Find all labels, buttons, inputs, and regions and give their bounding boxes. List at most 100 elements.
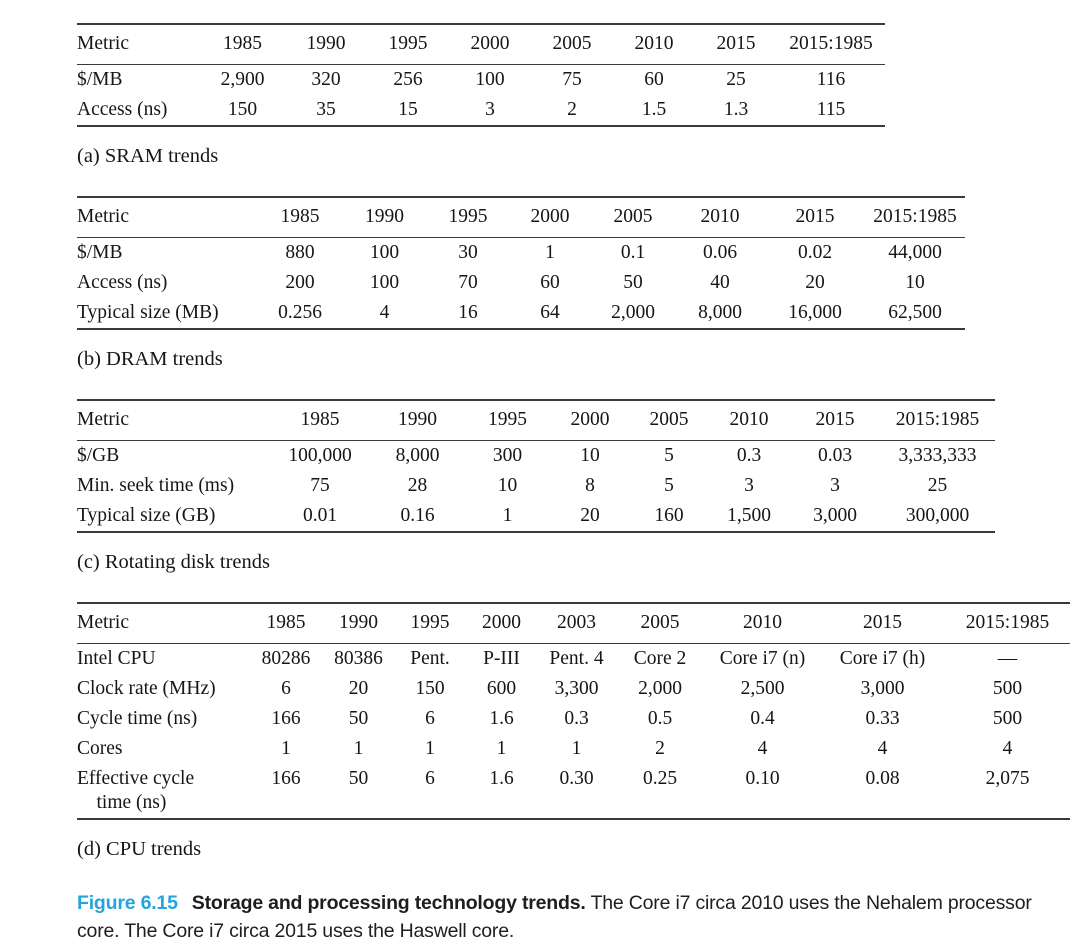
table-row: Clock rate (MHz) 6 20 150 600 3,300 2,000 2,500… [77, 674, 1070, 704]
value-cell: 300,000 [905, 505, 970, 526]
value-cell: 10 [497, 475, 518, 496]
year-column-header: 2015:1985 [945, 603, 1070, 644]
value-cell: 20 [348, 678, 369, 699]
metric-label-cell: Cores [77, 738, 123, 759]
value-cell: 100 [369, 272, 400, 293]
table-row: Access (ns) 200 100 70 60 50 40 20 10 [77, 268, 965, 298]
value-cell: 1 [545, 242, 555, 263]
table-row: Typical size (MB) 0.256 4 16 64 2,000 8,000 16,… [77, 298, 965, 329]
value-cell: 0.01 [302, 505, 338, 526]
cpu-trends-section: Metric 1985 1990 1995 2000 2003 2005 2010 2015 20… [0, 602, 1080, 861]
value-cell: — [997, 648, 1018, 669]
value-cell: 0.256 [278, 302, 322, 323]
value-cell: 3,000 [860, 678, 905, 699]
value-cell: 1.3 [723, 99, 749, 120]
value-cell: 1 [425, 738, 435, 759]
year-column-header: 2015 [790, 400, 880, 441]
value-cell: 75 [562, 69, 582, 90]
cpu-trends-table: Metric 1985 1990 1995 2000 2003 2005 2010 2015 20… [77, 602, 1070, 820]
year-column-header: 2010 [708, 400, 790, 441]
figure-number-label: Figure 6.15 [77, 892, 178, 914]
table-row: Intel CPU 80286 80386 Pent. P-III Pent. 4 Core… [77, 644, 1070, 675]
value-cell: 0.03 [817, 445, 853, 466]
year-column-header: 2005 [630, 400, 708, 441]
metric-label-cell: Cycle time (ns) [77, 708, 198, 729]
value-cell: 0.08 [865, 768, 900, 789]
value-cell: 28 [407, 475, 428, 496]
value-cell: 0.3 [564, 708, 589, 729]
year-column-header: 1985 [250, 603, 322, 644]
value-cell: 166 [271, 708, 301, 729]
value-cell: 2,000 [611, 302, 655, 323]
value-cell: 166 [271, 768, 301, 789]
year-column-header: 2003 [538, 603, 615, 644]
header-row: Metric 1985 1990 1995 2000 2005 2010 2015 2015:1… [77, 197, 965, 238]
value-cell: 20 [805, 272, 825, 293]
metric-column-header: Metric [77, 197, 258, 238]
value-cell: 0.30 [559, 768, 594, 789]
value-cell: 1 [353, 738, 364, 759]
value-cell: 150 [415, 678, 445, 699]
value-cell: 0.16 [400, 505, 435, 526]
value-cell: 2,500 [740, 678, 785, 699]
value-cell: Pent. 4 [549, 648, 604, 669]
year-column-header: 1990 [322, 603, 395, 644]
value-cell: 160 [654, 505, 684, 526]
value-cell: 2,075 [985, 768, 1030, 789]
table-caption-d: (d) CPU trends [77, 838, 202, 860]
value-cell: 2 [567, 99, 577, 120]
value-cell: 8,000 [698, 302, 742, 323]
year-column-header: 2005 [615, 603, 705, 644]
value-cell: 200 [285, 272, 315, 293]
value-cell: 8 [585, 475, 595, 496]
metric-label-cell: Intel CPU [77, 648, 156, 669]
year-column-header: 2000 [550, 400, 630, 441]
value-cell: 3 [830, 475, 840, 496]
value-cell: 60 [540, 272, 560, 293]
value-cell: 10 [580, 445, 600, 466]
value-cell: 0.3 [736, 445, 762, 466]
year-column-header: 2010 [705, 603, 820, 644]
value-cell: 30 [458, 242, 478, 263]
value-cell: 2 [655, 738, 665, 759]
year-column-header: 1985 [200, 24, 285, 65]
value-cell: 880 [285, 242, 315, 263]
dram-trends-table: Metric 1985 1990 1995 2000 2005 2010 2015 2015:1… [77, 196, 965, 330]
value-cell: 5 [664, 445, 674, 466]
year-column-header: 2000 [465, 603, 538, 644]
value-cell: 44,000 [888, 242, 942, 263]
value-cell: 300 [492, 445, 523, 466]
year-column-header: 2015 [820, 603, 945, 644]
value-cell: 256 [393, 69, 423, 90]
value-cell: 1,500 [727, 505, 771, 526]
table-row: Effective cycle time (ns) 166 50 6 1.6 0.30 0.… [77, 764, 1070, 819]
value-cell: 8,000 [395, 445, 440, 466]
value-cell: 3,000 [813, 505, 857, 526]
value-cell: 0.1 [620, 242, 646, 263]
year-column-header: 1995 [465, 400, 550, 441]
value-cell: 1 [281, 738, 291, 759]
header-row: Metric 1985 1990 1995 2000 2005 2010 2015 2015:1… [77, 400, 995, 441]
value-cell: 0.5 [647, 708, 673, 729]
value-cell: Pent. [410, 648, 450, 669]
year-column-header: 2005 [591, 197, 675, 238]
year-column-header: 1995 [427, 197, 509, 238]
year-column-header: 2010 [675, 197, 765, 238]
value-cell: 80386 [334, 648, 383, 669]
value-cell: 80286 [261, 648, 311, 669]
value-cell: 15 [398, 99, 418, 120]
value-cell: 40 [710, 272, 730, 293]
value-cell: 20 [580, 505, 600, 526]
year-column-header: 2005 [531, 24, 613, 65]
metric-label-cell: Typical size (MB) [77, 302, 219, 323]
table-caption-c: (c) Rotating disk trends [77, 551, 271, 573]
value-cell: 150 [227, 99, 258, 120]
value-cell: 25 [726, 69, 746, 90]
year-column-header: 2015 [765, 197, 865, 238]
value-cell: 16,000 [788, 302, 842, 323]
value-cell: Core 2 [633, 648, 687, 669]
value-cell: 100 [369, 242, 400, 263]
value-cell: 600 [486, 678, 517, 699]
value-cell: 3 [744, 475, 754, 496]
table-row: Access (ns) 150 35 15 3 2 1.5 1.3 115 [77, 95, 885, 126]
